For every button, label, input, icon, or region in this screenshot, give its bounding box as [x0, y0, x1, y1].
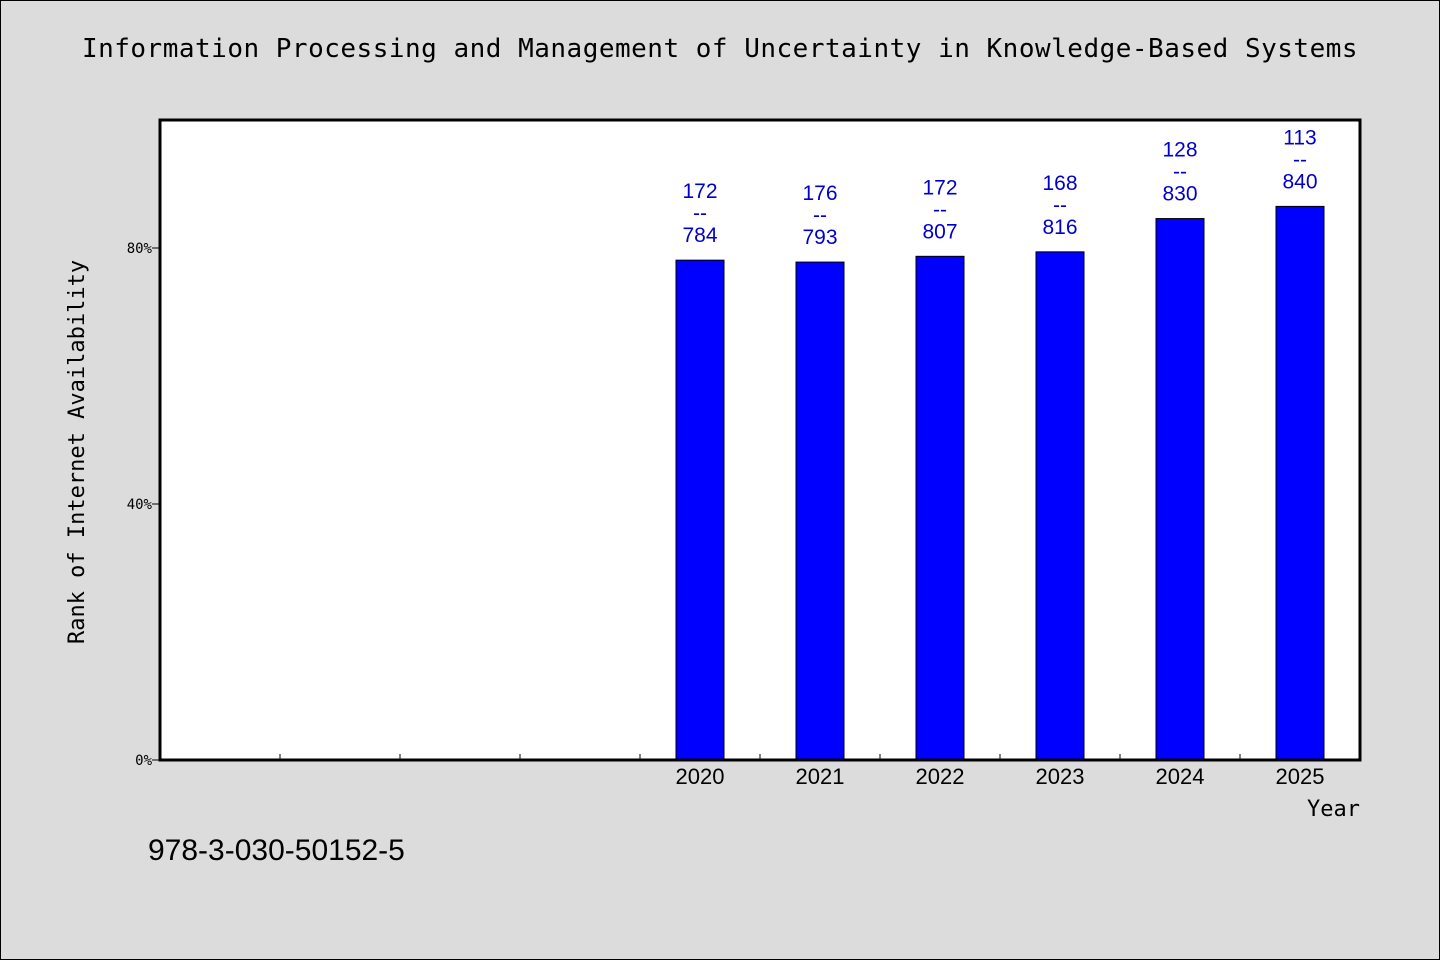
x-tick-label: 2024 [1156, 764, 1205, 789]
x-tick-label: 2020 [676, 764, 725, 789]
y-tick-label: 80% [127, 241, 153, 257]
bar-value-label: 168 [1042, 172, 1077, 195]
bar [675, 259, 725, 761]
bar-value-label: 793 [802, 226, 837, 249]
bar-value-label: -- [1173, 161, 1187, 184]
bar-value-label: 128 [1162, 139, 1197, 162]
y-axis-label: Rank of Internet Availability [65, 260, 90, 644]
bar [1035, 251, 1085, 761]
bar-value-label: 176 [802, 182, 837, 205]
y-tick-label: 40% [127, 497, 153, 513]
bar-value-label: 840 [1282, 170, 1317, 193]
bar-value-label: -- [1293, 148, 1307, 171]
x-tick-label: 2025 [1276, 764, 1325, 789]
bar [795, 261, 845, 761]
x-tick-label: 2023 [1036, 764, 1085, 789]
bar-value-label: 816 [1042, 216, 1077, 239]
bar-value-label: 807 [922, 220, 957, 243]
bar-value-label: 784 [682, 224, 717, 247]
bar [915, 255, 965, 761]
x-tick-label: 2022 [916, 764, 965, 789]
bar-value-label: 113 [1283, 126, 1316, 149]
bar-value-label: -- [813, 204, 827, 227]
bar-value-label: 830 [1162, 183, 1197, 206]
bar-value-label: 172 [922, 176, 957, 199]
bar-value-label: -- [693, 202, 707, 225]
bar-value-label: 172 [682, 180, 717, 203]
bar-value-label: -- [1053, 194, 1067, 217]
isbn-label: 978-3-030-50152-5 [148, 834, 405, 867]
bar [1155, 218, 1205, 761]
bar-value-label: -- [933, 198, 947, 221]
y-tick-label: 0% [135, 753, 152, 769]
plot-border [158, 118, 1362, 762]
bar [1275, 205, 1325, 761]
x-tick-label: 2021 [796, 764, 845, 789]
chart-title: Information Processing and Management of… [81, 34, 1359, 64]
x-axis-label: Year [1307, 797, 1360, 822]
